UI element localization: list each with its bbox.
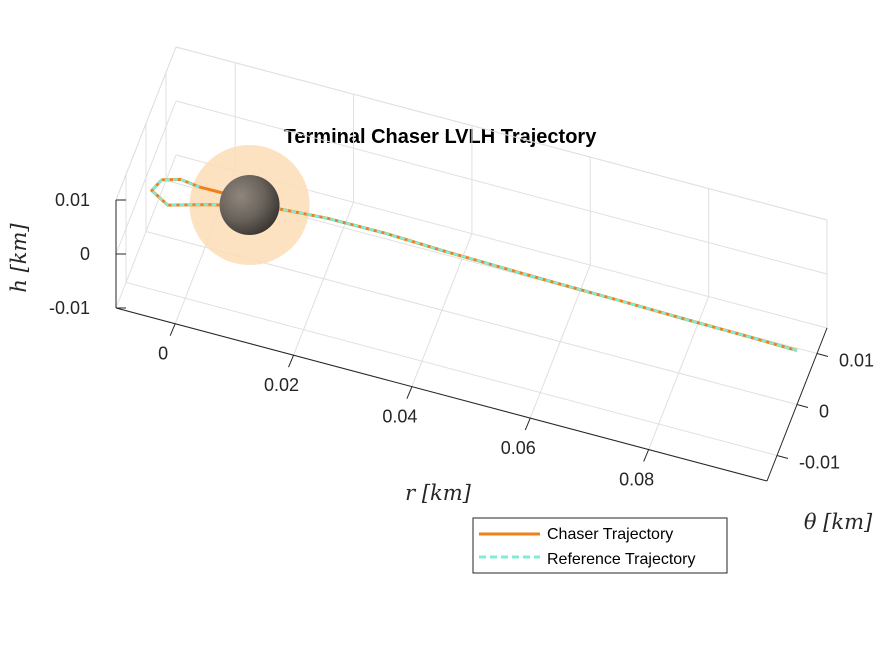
x-axis-label: r [km]	[405, 481, 472, 505]
x-tick-label: 0	[158, 344, 168, 364]
legend-reference-label: Reference Trajectory	[547, 551, 696, 568]
x-tick-label: 0.02	[264, 375, 299, 395]
z-axis-label: h [km]	[7, 223, 31, 293]
x-tick-mark	[643, 449, 650, 462]
y-tick-mark	[796, 404, 809, 408]
y-tick-mark	[776, 455, 789, 459]
x-tick-mark	[288, 354, 295, 368]
z-axis-ticks: -0.01 0 0.01	[49, 190, 126, 318]
x-tick-label: 0.08	[619, 470, 654, 490]
x-tick-mark	[406, 386, 413, 399]
grid-line	[115, 100, 177, 255]
y-axis-ticks: -0.01 0 0.01	[776, 351, 874, 473]
target-sphere	[219, 175, 280, 236]
y-axis-label: θ [km]	[804, 510, 873, 534]
x-tick-label: 0.06	[501, 438, 536, 458]
x-tick-mark	[524, 417, 531, 431]
z-tick-label: 0.01	[55, 190, 90, 210]
y-tick-label: 0.01	[839, 351, 874, 371]
z-tick-label: -0.01	[49, 298, 90, 318]
reference-trajectory-line	[150, 178, 798, 352]
box-edge	[115, 46, 177, 201]
legend: Chaser Trajectory Reference Trajectory	[472, 517, 728, 574]
x-tick-mark	[169, 323, 176, 336]
legend-chaser-label: Chaser Trajectory	[547, 526, 673, 543]
chart-title: Terminal Chaser LVLH Trajectory	[284, 126, 598, 148]
x-axis-line	[115, 307, 768, 482]
box-edge	[175, 46, 828, 221]
y-tick-label: 0	[819, 402, 829, 422]
z-tick-label: 0	[80, 244, 90, 264]
x-tick-label: 0.04	[382, 407, 417, 427]
grid-line	[125, 282, 778, 456]
grid-line	[175, 100, 828, 275]
x-axis-ticks: 0 0.02 0.04 0.06 0.08	[158, 323, 654, 490]
y-tick-mark	[816, 353, 829, 357]
y-tick-label: -0.01	[799, 453, 840, 473]
